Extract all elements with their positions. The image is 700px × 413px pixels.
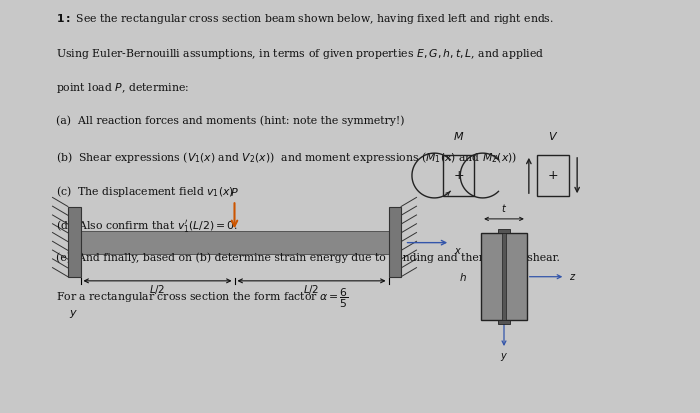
- Bar: [80, 231, 389, 254]
- Text: (c)  The displacement field $v_1(x)$: (c) The displacement field $v_1(x)$: [56, 184, 234, 199]
- Text: $x$: $x$: [454, 246, 462, 256]
- Text: $z$: $z$: [568, 272, 576, 282]
- Text: $L/2$: $L/2$: [303, 283, 320, 296]
- Text: $L/2$: $L/2$: [149, 283, 166, 296]
- Bar: [482, 233, 526, 320]
- Text: $+$: $+$: [547, 169, 559, 182]
- Bar: [538, 155, 568, 196]
- Text: $V$: $V$: [548, 131, 558, 142]
- Text: (a)  All reaction forces and moments (hint: note the symmetry!): (a) All reaction forces and moments (hin…: [56, 115, 405, 126]
- Bar: [498, 320, 510, 324]
- Bar: [502, 233, 506, 320]
- Text: $\mathbf{1:}$ See the rectangular cross section beam shown below, having fixed l: $\mathbf{1:}$ See the rectangular cross …: [56, 12, 554, 26]
- Text: $y$: $y$: [69, 308, 78, 320]
- Bar: [389, 206, 401, 277]
- Bar: [443, 155, 475, 196]
- Text: point load $P$, determine:: point load $P$, determine:: [56, 81, 189, 95]
- Text: Using Euler-Bernouilli assumptions, in terms of given properties $E, G, h, t, L$: Using Euler-Bernouilli assumptions, in t…: [56, 47, 544, 61]
- Text: $P$: $P$: [230, 186, 239, 198]
- Text: For a rectangular cross section the form factor $\alpha = \dfrac{6}{5}$: For a rectangular cross section the form…: [56, 287, 349, 310]
- Text: $M$: $M$: [453, 131, 464, 142]
- Text: $t$: $t$: [501, 202, 507, 214]
- Text: $h$: $h$: [459, 271, 468, 283]
- Text: (e)  And finally, based on (b) determine strain energy due to bending and then d: (e) And finally, based on (b) determine …: [56, 252, 560, 263]
- Bar: [498, 229, 510, 233]
- Text: $y$: $y$: [500, 351, 508, 363]
- Bar: [68, 206, 80, 277]
- Text: (d)  Also confirm that $v_1^{\prime}(L/2) = 0$.: (d) Also confirm that $v_1^{\prime}(L/2)…: [56, 218, 238, 234]
- Text: (b)  Shear expressions ($V_1(x)$ and $V_2(x)$)  and moment expressions ($M_1(x)$: (b) Shear expressions ($V_1(x)$ and $V_2…: [56, 150, 517, 164]
- Text: $+$: $+$: [453, 169, 464, 182]
